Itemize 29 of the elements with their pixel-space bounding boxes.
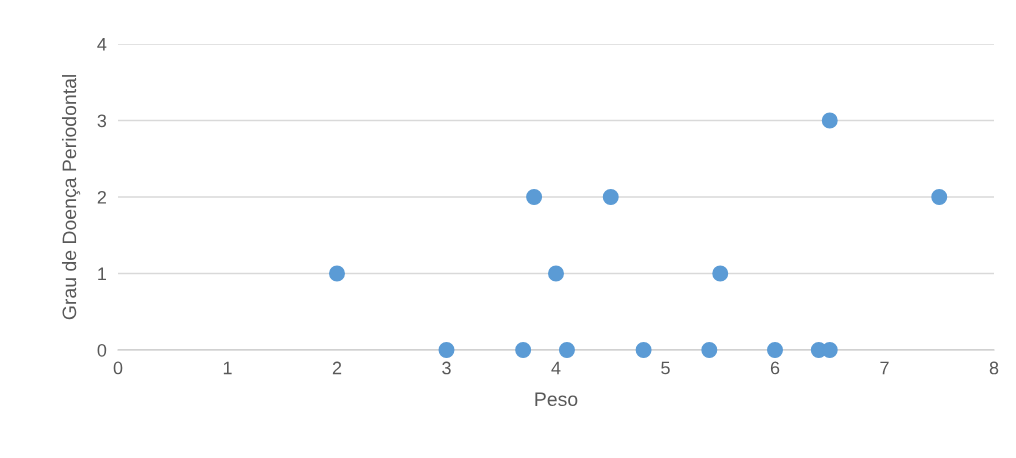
point [329, 265, 345, 282]
y-tick-label: 3 [97, 114, 107, 128]
point [767, 342, 783, 358]
point [515, 342, 532, 358]
x-axis-title: Peso [535, 392, 578, 407]
x-tick-label: 5 [661, 361, 670, 375]
point [701, 342, 718, 358]
point [931, 189, 948, 205]
x-tick-label: 2 [332, 361, 342, 375]
y-tick-label: 0 [97, 343, 107, 357]
y-tick-label: 1 [98, 267, 107, 281]
point [526, 189, 543, 205]
y-axis-title: Grau de Doença Periodontal [61, 75, 81, 320]
x-tick-label: 7 [880, 361, 889, 375]
x-tick-label: 6 [770, 361, 780, 375]
x-tick-label: 8 [989, 361, 999, 375]
point [821, 112, 838, 129]
point [548, 265, 564, 282]
y-tick-label: 2 [97, 190, 106, 204]
x-tick-label: 0 [113, 361, 123, 375]
point [635, 342, 652, 358]
point [712, 265, 729, 282]
x-tick-label: 4 [551, 361, 561, 375]
x-tick-label: 3 [442, 361, 451, 375]
point [602, 189, 619, 205]
point [558, 342, 575, 358]
point [438, 342, 455, 358]
y-tick-label: 4 [97, 38, 107, 51]
x-tick-label: 1 [223, 361, 232, 375]
